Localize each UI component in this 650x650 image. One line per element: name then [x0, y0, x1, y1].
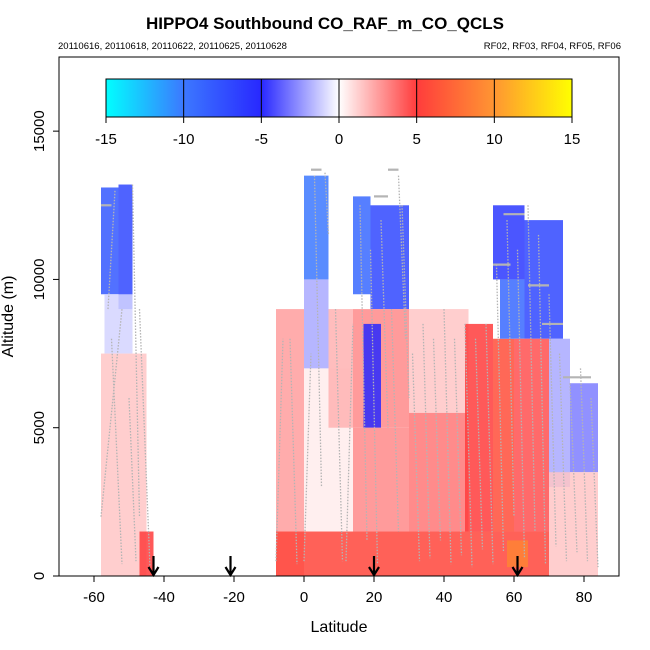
profile-track — [569, 383, 578, 553]
heatmap-cell — [104, 294, 133, 354]
colorbar-tick-label: 0 — [335, 131, 343, 148]
heatmap-cell — [570, 383, 598, 473]
profile-track — [485, 323, 494, 565]
profile-track — [548, 294, 557, 547]
profile-track — [453, 338, 463, 556]
profile-track — [345, 323, 354, 562]
y-axis-tick-label: 10000 — [31, 259, 48, 301]
heatmap-cell — [363, 323, 381, 428]
profile-track — [334, 309, 344, 562]
profile-track — [506, 220, 515, 517]
heatmap-cell — [409, 412, 469, 532]
x-axis-tick-label: 40 — [436, 589, 453, 606]
profile-track — [397, 175, 407, 339]
y-axis-label: Altitude (m) — [0, 276, 17, 358]
colorbar-tick-label: -10 — [173, 131, 195, 148]
profile-track — [516, 249, 526, 559]
colorbar-tick-label: 5 — [412, 131, 420, 148]
y-axis-tick-label: 5000 — [31, 411, 48, 444]
flight-ids: RF02, RF03, RF04, RF05, RF06 — [483, 41, 621, 52]
heatmap-cell — [465, 323, 493, 532]
heatmap-cell — [118, 184, 133, 310]
axes: -60 -40 -20 0 20 40 60 80 0 5000 10000 15000 Latitud… — [0, 110, 592, 636]
heatmap-cell — [507, 540, 528, 568]
heatmap-cell — [353, 196, 371, 295]
flight-track-layer — [101, 168, 591, 379]
x-axis-tick-label: 20 — [366, 589, 383, 606]
profile-track — [474, 338, 484, 550]
x-axis-tick-label: 60 — [506, 589, 523, 606]
profile-track — [275, 338, 284, 562]
heatmap-cell — [409, 309, 469, 413]
profile-track — [579, 368, 589, 562]
x-axis-tick-label: 80 — [576, 589, 593, 606]
profile-track — [128, 398, 137, 562]
heatmap-cell — [304, 279, 329, 369]
latitude-marker-arrowhead — [224, 566, 237, 578]
heatmap-cell — [493, 338, 514, 532]
profile-track — [107, 190, 116, 310]
profile-track — [369, 249, 379, 565]
profile-track — [590, 398, 599, 568]
flight-dates: 20110616, 20110618, 20110622, 20110625, … — [58, 41, 287, 52]
colorbar-tick-label: 10 — [486, 131, 503, 148]
profile-track — [131, 184, 141, 517]
profile-track — [324, 172, 330, 235]
colorbar-tick-label: -15 — [95, 131, 117, 148]
latitude-marker-arrowhead — [511, 566, 524, 578]
latitude-markers — [147, 556, 524, 578]
latitude-marker-arrowhead — [147, 566, 160, 578]
heatmap-layer — [101, 175, 598, 576]
heatmap-cell — [101, 187, 119, 295]
profile-track — [527, 205, 536, 532]
colorbar-tick-label: -5 — [255, 131, 268, 148]
colorbar: -15 -10 -5 0 5 10 15 — [95, 78, 581, 148]
heatmap-cell — [549, 338, 570, 488]
x-axis-label: Latitude — [311, 619, 368, 636]
x-axis-tick-label: 0 — [300, 589, 308, 606]
heatmap-cell — [493, 205, 525, 280]
heatmap-cell — [353, 427, 409, 532]
chart-title: HIPPO4 Southbound CO_RAF_m_CO_QCLS — [146, 14, 504, 33]
profile-layer — [100, 172, 599, 568]
heatmap-cell — [139, 531, 154, 576]
profile-track — [313, 175, 323, 488]
profile-track — [443, 309, 452, 565]
heatmap-cell — [500, 279, 525, 339]
profile-track — [432, 338, 442, 541]
y-axis-tick-label: 15000 — [31, 110, 48, 152]
y-axis-tick-label: 0 — [31, 572, 48, 580]
profile-track — [401, 205, 410, 399]
colorbar-tick-label: 15 — [564, 131, 581, 148]
heatmap-cell — [328, 309, 353, 428]
heatmap-cell — [549, 472, 598, 576]
heatmap-cell — [524, 220, 563, 339]
plot-frame — [58, 56, 620, 577]
x-axis-tick-label: -20 — [223, 589, 245, 606]
profile-track — [138, 309, 151, 568]
profile-track — [537, 234, 547, 565]
profile-track — [390, 309, 400, 532]
profile-track — [422, 323, 431, 559]
x-axis-tick-label: -60 — [83, 589, 105, 606]
latitude-marker-arrowhead — [368, 566, 380, 578]
x-axis-tick-label: -40 — [153, 589, 175, 606]
profile-track — [359, 205, 368, 541]
